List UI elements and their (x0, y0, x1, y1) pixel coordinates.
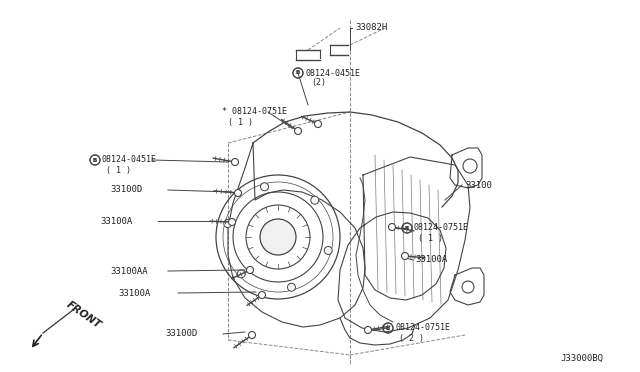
Text: J33000BQ: J33000BQ (560, 353, 603, 362)
Text: 08124-0451E: 08124-0451E (102, 155, 157, 164)
Text: 33100A: 33100A (118, 289, 150, 298)
Text: 33100AA: 33100AA (110, 266, 148, 276)
Circle shape (224, 219, 232, 228)
Text: 33100A: 33100A (100, 217, 132, 225)
Circle shape (365, 327, 371, 334)
Circle shape (259, 292, 266, 298)
Text: B: B (296, 71, 300, 76)
Circle shape (234, 189, 241, 196)
Text: ( 1 ): ( 1 ) (106, 166, 131, 174)
Text: 33100D: 33100D (165, 330, 197, 339)
Circle shape (232, 158, 239, 166)
Text: B: B (386, 326, 390, 330)
Text: FRONT: FRONT (65, 299, 103, 330)
Text: B: B (296, 71, 300, 76)
Circle shape (324, 247, 332, 254)
Circle shape (228, 218, 236, 225)
Text: (2): (2) (311, 78, 326, 87)
Text: B: B (93, 157, 97, 163)
Text: ( 1 ): ( 1 ) (418, 234, 443, 243)
Circle shape (237, 270, 245, 278)
Text: B: B (405, 225, 409, 231)
Circle shape (246, 266, 253, 273)
Text: 08124-0751E: 08124-0751E (395, 324, 450, 333)
Circle shape (287, 283, 296, 291)
Circle shape (260, 219, 296, 255)
Text: B: B (93, 157, 97, 163)
Text: 33100D: 33100D (110, 186, 142, 195)
Text: 33082H: 33082H (355, 23, 387, 32)
Circle shape (260, 183, 269, 191)
Text: * 08124-0751E: * 08124-0751E (222, 108, 287, 116)
Text: 08124-0751E: 08124-0751E (414, 224, 469, 232)
Circle shape (388, 224, 396, 231)
Circle shape (311, 196, 319, 204)
Text: ( 1 ): ( 1 ) (228, 118, 253, 126)
Circle shape (248, 331, 255, 339)
Text: 08124-0451E: 08124-0451E (305, 68, 360, 77)
Text: B: B (405, 225, 409, 231)
Circle shape (401, 253, 408, 260)
Circle shape (314, 121, 321, 128)
Text: 33100A: 33100A (415, 256, 447, 264)
Text: B: B (386, 326, 390, 330)
Circle shape (294, 128, 301, 135)
Text: ( 2 ): ( 2 ) (399, 334, 424, 343)
Text: 33100: 33100 (465, 180, 492, 189)
